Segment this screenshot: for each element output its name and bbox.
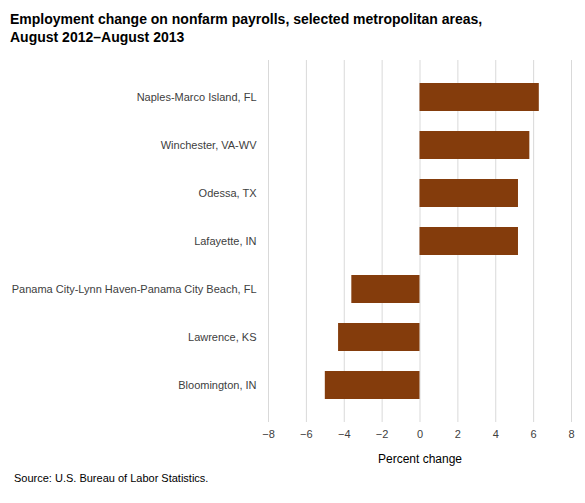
svg-text:0: 0 [417, 428, 423, 440]
svg-text:Naples-Marco Island, FL: Naples-Marco Island, FL [137, 91, 257, 103]
svg-text:8: 8 [568, 428, 574, 440]
svg-text:−4: −4 [338, 428, 351, 440]
svg-text:Winchester, VA-WV: Winchester, VA-WV [161, 139, 257, 151]
svg-text:Odessa, TX: Odessa, TX [199, 187, 258, 199]
svg-text:Lawrence, KS: Lawrence, KS [188, 331, 256, 343]
svg-text:6: 6 [531, 428, 537, 440]
svg-text:Panama City-Lynn Haven-Panama: Panama City-Lynn Haven-Panama City Beach… [12, 283, 257, 295]
svg-text:Lafayette, IN: Lafayette, IN [194, 235, 256, 247]
svg-text:−2: −2 [376, 428, 389, 440]
svg-text:4: 4 [493, 428, 499, 440]
svg-text:2: 2 [455, 428, 461, 440]
html-text:Employment change on nonfarm p: Employment change on nonfarm payrolls, s… [10, 11, 483, 45]
svg-text:Bloomington, IN: Bloomington, IN [178, 379, 256, 391]
html-text:Source: U.S. Bureau of Labor S: Source: U.S. Bureau of Labor Statistics. [14, 472, 209, 484]
svg-text:−6: −6 [300, 428, 313, 440]
svg-text:−8: −8 [262, 428, 275, 440]
svg-text:Percent change: Percent change [378, 452, 462, 466]
